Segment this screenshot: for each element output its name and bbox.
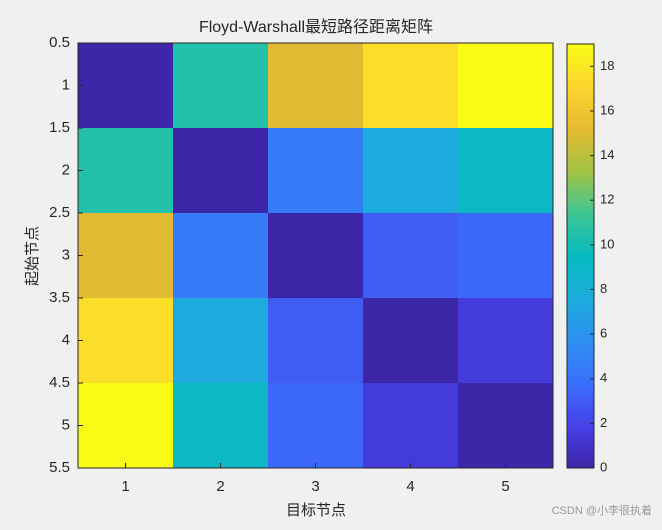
x-tick-label: 2 (216, 478, 224, 495)
colorbar-tick-label: 16 (600, 102, 614, 117)
y-tick-label: 3 (62, 246, 70, 263)
heatmap-cell (363, 298, 458, 383)
heatmap-cell (363, 383, 458, 468)
y-tick-label: 3.5 (49, 289, 70, 306)
y-tick-label: 0.5 (49, 34, 70, 51)
x-tick-label: 3 (311, 478, 319, 495)
heatmap-cell (268, 128, 363, 213)
colorbar-tick-label: 10 (600, 236, 614, 251)
heatmap-cell (173, 298, 268, 383)
heatmap-cell (173, 128, 268, 213)
heatmap-cell (78, 298, 173, 383)
y-tick-label: 1 (62, 76, 70, 93)
heatmap-cell (458, 213, 553, 298)
heatmap-cell (268, 298, 363, 383)
heatmap-cell (363, 43, 458, 128)
heatmap-cell (268, 43, 363, 128)
y-tick-label: 5 (62, 416, 70, 433)
heatmap-cell (78, 128, 173, 213)
heatmap-cell (363, 213, 458, 298)
colorbar-tick-label: 12 (600, 192, 614, 207)
colorbar-tick-label: 14 (600, 147, 614, 162)
colorbar-tick-label: 2 (600, 415, 607, 430)
heatmap-cell (173, 213, 268, 298)
colorbar-tick-label: 18 (600, 58, 614, 73)
y-tick-label: 4 (62, 331, 70, 348)
heatmap-cell (78, 43, 173, 128)
x-tick-label: 5 (501, 478, 509, 495)
heatmap-cell (78, 383, 173, 468)
y-tick-label: 5.5 (49, 459, 70, 476)
heatmap-cell (458, 128, 553, 213)
heatmap-cell (173, 43, 268, 128)
heatmap-cell (78, 213, 173, 298)
heatmap-cell (268, 383, 363, 468)
heatmap-cell (268, 213, 363, 298)
y-axis-label: 起始节点 (24, 226, 41, 286)
y-tick-label: 4.5 (49, 374, 70, 391)
heatmap-cell (173, 383, 268, 468)
colorbar-tick-label: 8 (600, 281, 607, 296)
heatmap-cell (458, 298, 553, 383)
y-tick-label: 2.5 (49, 204, 70, 221)
colorbar (566, 43, 595, 469)
colorbar-tick-label: 0 (600, 459, 607, 474)
x-axis-label: 目标节点 (286, 502, 346, 519)
colorbar-tick-label: 4 (600, 370, 607, 385)
y-tick-label: 1.5 (49, 119, 70, 136)
heatmap-cell (458, 383, 553, 468)
heatmap-cell (363, 128, 458, 213)
chart-title: Floyd-Warshall最短路径距离矩阵 (199, 18, 433, 36)
x-tick-label: 1 (121, 478, 129, 495)
x-tick-label: 4 (406, 478, 414, 495)
heatmap-cell (458, 43, 553, 128)
y-tick-label: 2 (62, 161, 70, 178)
watermark: CSDN @小李很执着 (552, 503, 652, 517)
colorbar-tick-label: 6 (600, 326, 607, 341)
